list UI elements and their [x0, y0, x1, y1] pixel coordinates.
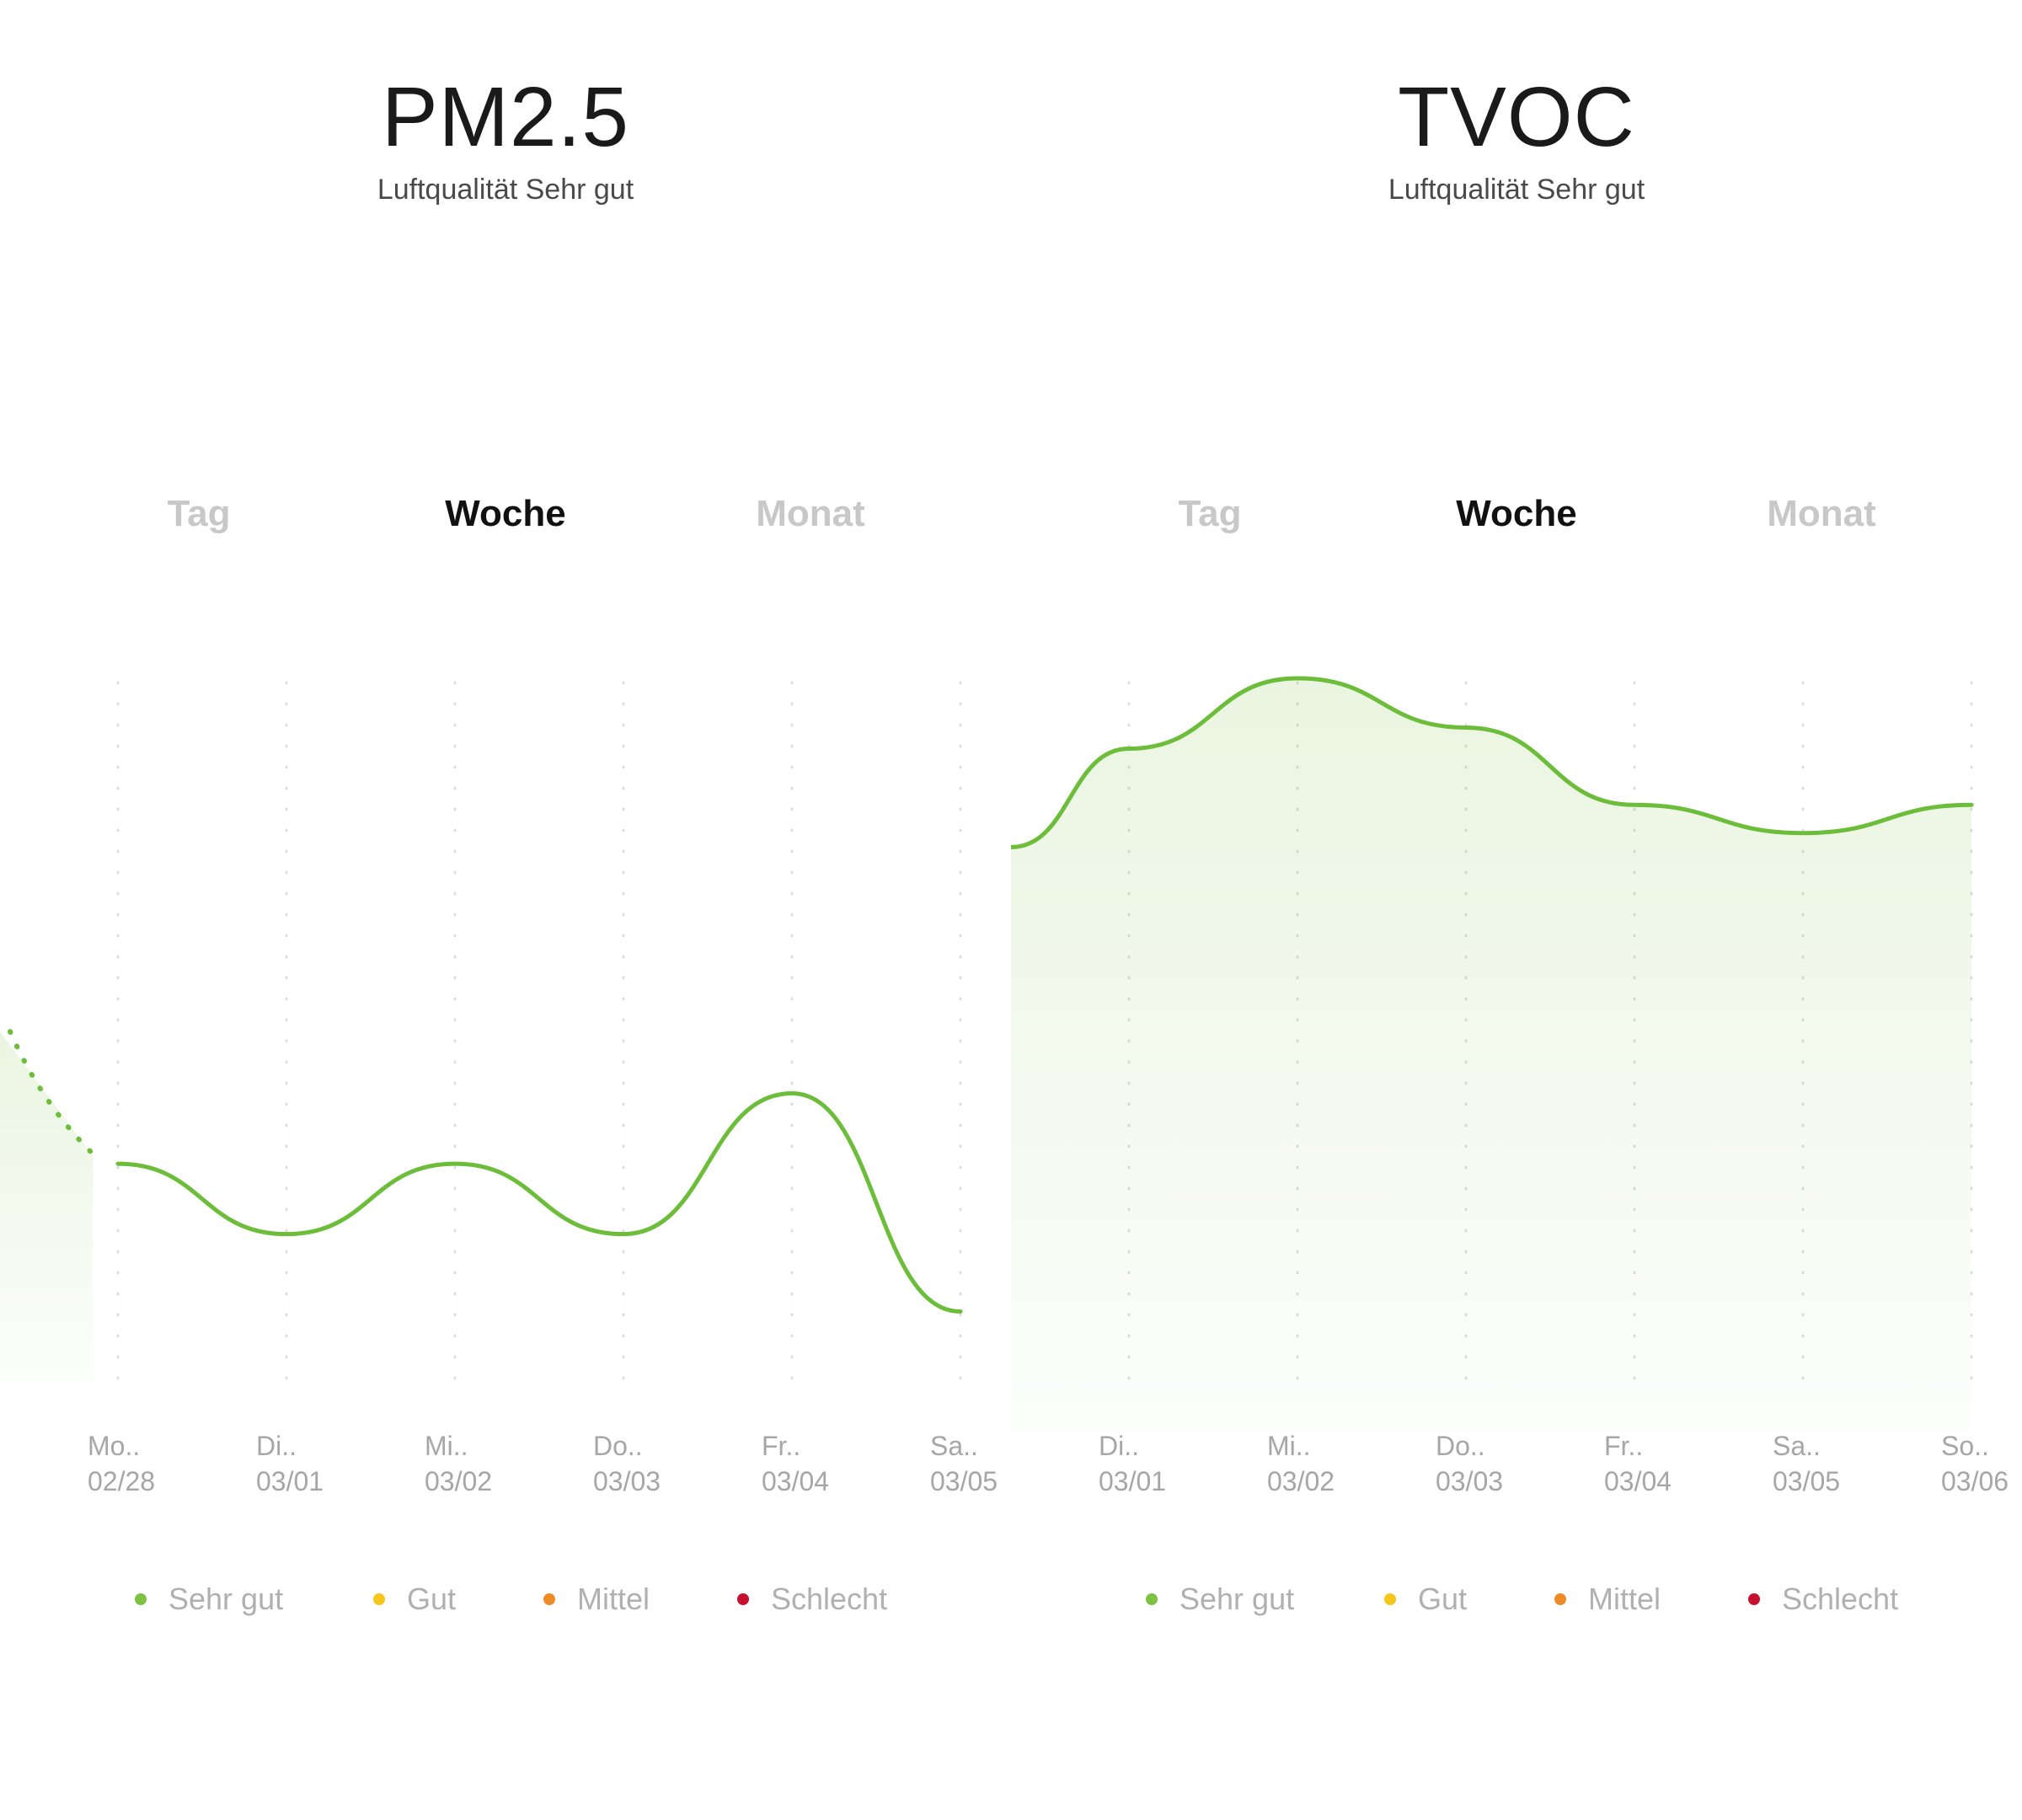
- x-tick-day: Sa..: [930, 1431, 978, 1461]
- x-tick-day: Di..: [256, 1431, 297, 1461]
- pm25-chart: [0, 681, 963, 1384]
- legend-item-mittel: Mittel: [1554, 1582, 1661, 1617]
- x-tick-date: 02/28: [88, 1466, 156, 1496]
- x-tick-date: 03/02: [1267, 1466, 1335, 1496]
- x-tick-date: 03/04: [1604, 1466, 1672, 1496]
- legend-dot-mittel: [543, 1593, 555, 1605]
- data-point: [1633, 803, 1636, 806]
- x-tick-label: Di.. 03/01: [256, 1428, 324, 1499]
- x-tick-label: Sa.. 03/05: [930, 1428, 998, 1499]
- x-tick-label: Mi.. 03/02: [425, 1428, 492, 1499]
- x-tick-label: Mi.. 03/02: [1267, 1428, 1335, 1499]
- data-point: [1127, 747, 1131, 751]
- legend-label: Mittel: [1588, 1582, 1661, 1616]
- legend-dot-gut: [1384, 1593, 1396, 1605]
- pm25-tab-monat[interactable]: Monat: [756, 493, 865, 534]
- legend-label: Mittel: [577, 1582, 650, 1616]
- area-fill: [1011, 678, 1971, 1432]
- tvoc-title: TVOC: [1398, 70, 1635, 164]
- pm25-panel: PM2.5 Luftqualität Sehr gut Tag Woche Mo…: [0, 70, 1011, 1624]
- tvoc-tab-woche[interactable]: Woche: [1456, 493, 1577, 534]
- x-tick-day: Do..: [1436, 1431, 1485, 1461]
- legend-label: Gut: [1418, 1582, 1468, 1616]
- data-point: [1970, 803, 1973, 806]
- x-tick-date: 03/01: [1099, 1466, 1167, 1496]
- x-tick-label: Fr.. 03/04: [762, 1428, 829, 1499]
- x-tick-label: Do.. 03/03: [1436, 1428, 1503, 1499]
- x-tick-day: Fr..: [1604, 1431, 1644, 1461]
- x-tick-date: 03/01: [256, 1466, 324, 1496]
- data-point: [622, 1233, 625, 1236]
- tvoc-panel: TVOC Luftqualität Sehr gut Tag Woche Mon…: [1011, 0, 2022, 1820]
- legend-item-schlecht: Schlecht: [737, 1582, 887, 1617]
- x-tick-date: 03/05: [930, 1466, 998, 1496]
- legend-dot-sehr-gut: [135, 1593, 147, 1605]
- x-tick-day: Mi..: [425, 1431, 468, 1461]
- data-point: [1296, 677, 1299, 680]
- series-line: [1011, 676, 1974, 849]
- data-point: [453, 1162, 457, 1165]
- pm25-tab-woche[interactable]: Woche: [445, 493, 566, 534]
- legend-item-sehr-gut: Sehr gut: [1146, 1582, 1294, 1617]
- legend-label: Schlecht: [771, 1582, 888, 1616]
- x-tick-day: Sa..: [1773, 1431, 1821, 1461]
- legend-label: Schlecht: [1782, 1582, 1899, 1616]
- x-tick-date: 03/06: [1941, 1466, 2009, 1496]
- pm25-subtitle: Luftqualität Sehr gut: [377, 174, 634, 206]
- previous-period-line: [8, 1029, 97, 1159]
- tvoc-legend: Sehr gut Gut Mittel Schlecht: [1011, 1582, 2022, 1624]
- tvoc-tab-monat[interactable]: Monat: [1767, 493, 1876, 534]
- x-tick-date: 03/05: [1773, 1466, 1841, 1496]
- legend-dot-mittel: [1554, 1593, 1566, 1605]
- x-tick-day: Di..: [1099, 1431, 1139, 1461]
- x-tick-day: Fr..: [762, 1431, 801, 1461]
- data-point: [1801, 832, 1805, 835]
- tvoc-subtitle: Luftqualität Sehr gut: [1388, 174, 1645, 206]
- lead-fill: [0, 1031, 93, 1382]
- x-tick-date: 03/03: [1436, 1466, 1504, 1496]
- x-tick-date: 03/02: [425, 1466, 493, 1496]
- legend-label: Gut: [407, 1582, 457, 1616]
- x-tick-label: So.. 03/06: [1941, 1428, 2009, 1499]
- x-tick-label: Sa.. 03/05: [1773, 1428, 1840, 1499]
- pm25-period-tabs: Tag Woche Monat: [0, 493, 1011, 543]
- legend-dot-sehr-gut: [1146, 1593, 1158, 1605]
- x-tick-day: So..: [1941, 1431, 1989, 1461]
- x-tick-label: Fr.. 03/04: [1604, 1428, 1672, 1499]
- legend-item-schlecht: Schlecht: [1748, 1582, 1898, 1617]
- x-tick-label: Di.. 03/01: [1099, 1428, 1166, 1499]
- legend-label: Sehr gut: [168, 1582, 284, 1616]
- legend-item-mittel: Mittel: [543, 1582, 650, 1617]
- x-tick-date: 03/04: [762, 1466, 830, 1496]
- x-tick-day: Do..: [593, 1431, 643, 1461]
- x-tick-day: Mo..: [88, 1431, 141, 1461]
- legend-dot-schlecht: [1748, 1593, 1760, 1605]
- data-point: [1464, 725, 1468, 729]
- tvoc-tab-tag[interactable]: Tag: [1178, 493, 1242, 534]
- legend-dot-schlecht: [737, 1593, 749, 1605]
- legend-item-sehr-gut: Sehr gut: [135, 1582, 283, 1617]
- series-line: [115, 1091, 963, 1314]
- legend-item-gut: Gut: [373, 1582, 456, 1617]
- data-point: [285, 1233, 288, 1236]
- pm25-tab-tag[interactable]: Tag: [167, 493, 231, 534]
- data-point: [959, 1310, 962, 1314]
- data-point: [116, 1162, 120, 1165]
- tvoc-period-tabs: Tag Woche Monat: [1011, 493, 2022, 543]
- x-tick-label: Mo.. 02/28: [88, 1428, 155, 1499]
- legend-item-gut: Gut: [1384, 1582, 1467, 1617]
- tvoc-chart: [1011, 676, 1974, 1432]
- pm25-legend: Sehr gut Gut Mittel Schlecht: [0, 1582, 1011, 1624]
- pm25-title: PM2.5: [381, 70, 629, 164]
- legend-dot-gut: [373, 1593, 385, 1605]
- x-tick-label: Do.. 03/03: [593, 1428, 661, 1499]
- x-tick-date: 03/03: [593, 1466, 661, 1496]
- legend-label: Sehr gut: [1180, 1582, 1295, 1616]
- data-point: [790, 1092, 794, 1095]
- x-tick-day: Mi..: [1267, 1431, 1311, 1461]
